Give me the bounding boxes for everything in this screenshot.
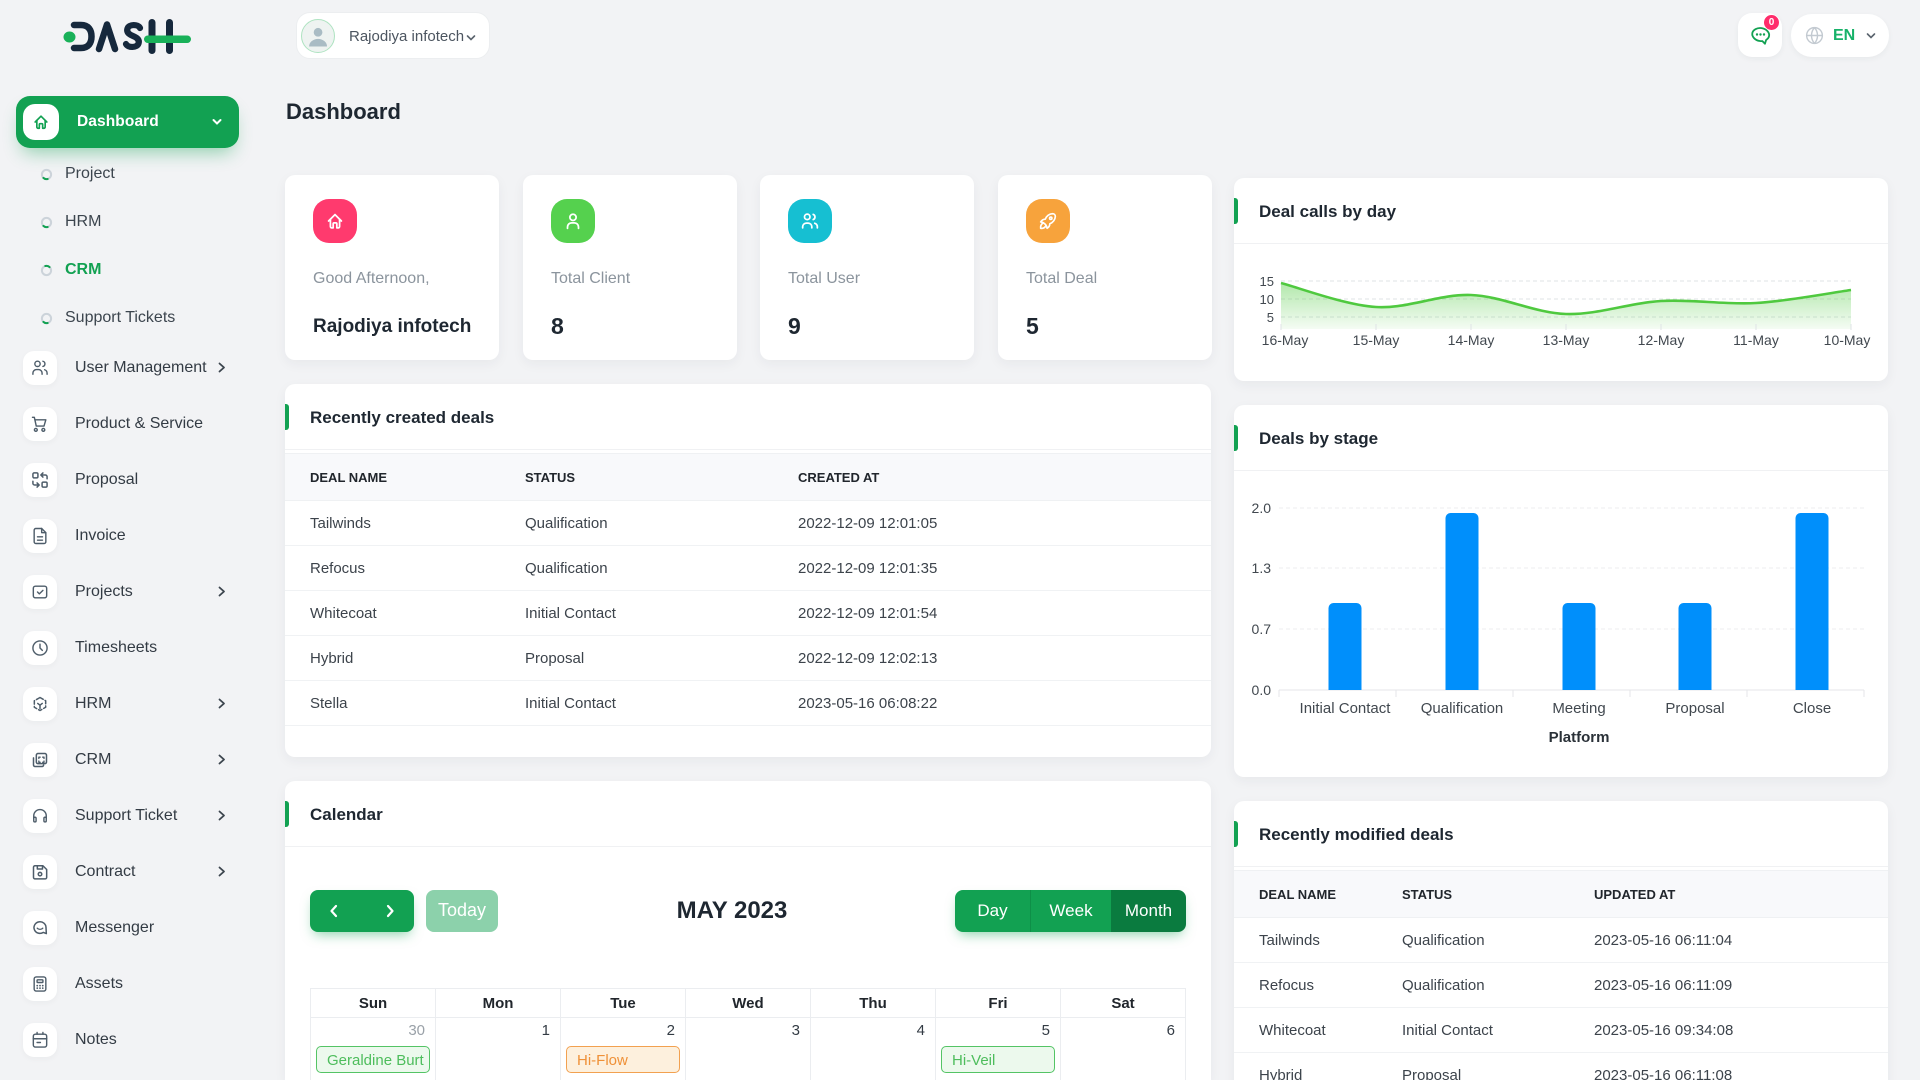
svg-text:12-May: 12-May: [1638, 332, 1685, 348]
svg-text:16-May: 16-May: [1262, 332, 1309, 348]
svg-text:Close: Close: [1793, 700, 1831, 717]
svg-text:5: 5: [1267, 310, 1274, 325]
svg-text:Qualification: Qualification: [1421, 700, 1504, 717]
svg-text:Platform: Platform: [1549, 729, 1610, 746]
svg-text:Initial Contact: Initial Contact: [1300, 700, 1392, 717]
svg-text:Meeting: Meeting: [1552, 700, 1605, 717]
svg-text:1.3: 1.3: [1252, 560, 1272, 576]
svg-text:0.0: 0.0: [1252, 682, 1272, 698]
svg-text:15-May: 15-May: [1353, 332, 1400, 348]
svg-text:0.7: 0.7: [1252, 621, 1272, 637]
svg-text:2.0: 2.0: [1252, 500, 1272, 516]
svg-text:15: 15: [1260, 274, 1274, 289]
svg-text:13-May: 13-May: [1543, 332, 1590, 348]
svg-text:Proposal: Proposal: [1665, 700, 1724, 717]
svg-text:10-May: 10-May: [1824, 332, 1871, 348]
svg-text:14-May: 14-May: [1448, 332, 1495, 348]
svg-text:11-May: 11-May: [1733, 332, 1779, 348]
svg-text:10: 10: [1260, 292, 1274, 307]
